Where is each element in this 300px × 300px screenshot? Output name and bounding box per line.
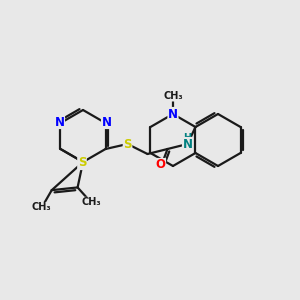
Text: N: N <box>101 116 112 128</box>
Text: H: H <box>184 133 192 143</box>
Text: S: S <box>123 137 132 151</box>
Text: N: N <box>55 116 64 128</box>
Text: CH₃: CH₃ <box>81 197 101 207</box>
Text: N: N <box>182 137 193 151</box>
Text: N: N <box>168 107 178 121</box>
Text: O: O <box>155 158 166 172</box>
Text: S: S <box>78 157 86 169</box>
Text: CH₃: CH₃ <box>163 91 183 101</box>
Text: CH₃: CH₃ <box>32 202 52 212</box>
